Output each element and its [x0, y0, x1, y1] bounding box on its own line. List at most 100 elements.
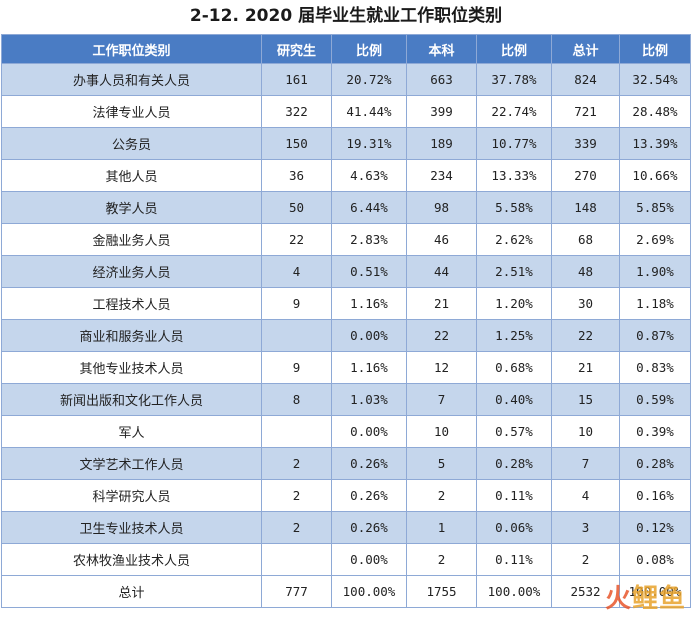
category-cell: 法律专业人员 — [1, 95, 262, 128]
graduate-cell: 2 — [261, 447, 332, 480]
graduate-ratio-cell: 0.00% — [331, 543, 407, 576]
graduate-cell — [261, 543, 332, 576]
total-cell: 10 — [551, 415, 620, 448]
undergraduate-cell: 12 — [406, 351, 477, 384]
undergraduate-ratio-cell: 0.28% — [476, 447, 552, 480]
undergraduate-cell: 234 — [406, 159, 477, 192]
table-row: 工程技术人员 9 1.16% 21 1.20% 30 1.18% — [1, 287, 691, 320]
undergraduate-cell: 189 — [406, 127, 477, 160]
undergraduate-ratio-cell: 1.20% — [476, 287, 552, 320]
undergraduate-ratio-cell: 0.40% — [476, 383, 552, 416]
total-ratio-cell: 2.69% — [619, 223, 691, 256]
total-ratio-cell: 28.48% — [619, 95, 691, 128]
table-row: 科学研究人员 2 0.26% 2 0.11% 4 0.16% — [1, 479, 691, 512]
undergraduate-cell: 98 — [406, 191, 477, 224]
header-total-ratio: 比例 — [619, 34, 691, 64]
header-row: 工作职位类别 研究生 比例 本科 比例 总计 比例 — [1, 34, 691, 64]
total-ratio-cell: 0.39% — [619, 415, 691, 448]
total-ratio-cell: 1.18% — [619, 287, 691, 320]
undergraduate-ratio-cell: 0.11% — [476, 543, 552, 576]
undergraduate-cell: 22 — [406, 319, 477, 352]
graduate-ratio-cell: 4.63% — [331, 159, 407, 192]
graduate-total-cell: 777 — [261, 575, 332, 608]
total-cell: 68 — [551, 223, 620, 256]
undergraduate-total-ratio-cell: 100.00% — [476, 575, 552, 608]
undergraduate-ratio-cell: 37.78% — [476, 63, 552, 96]
category-cell: 卫生专业技术人员 — [1, 511, 262, 544]
total-ratio-cell: 13.39% — [619, 127, 691, 160]
undergraduate-ratio-cell: 5.58% — [476, 191, 552, 224]
table-row: 其他专业技术人员 9 1.16% 12 0.68% 21 0.83% — [1, 351, 691, 384]
undergraduate-ratio-cell: 1.25% — [476, 319, 552, 352]
undergraduate-ratio-cell: 0.11% — [476, 479, 552, 512]
header-total: 总计 — [551, 34, 620, 64]
total-cell: 270 — [551, 159, 620, 192]
category-cell: 教学人员 — [1, 191, 262, 224]
category-cell: 文学艺术工作人员 — [1, 447, 262, 480]
total-cell: 15 — [551, 383, 620, 416]
total-ratio-cell: 0.59% — [619, 383, 691, 416]
total-cell: 7 — [551, 447, 620, 480]
graduate-ratio-cell: 6.44% — [331, 191, 407, 224]
graduate-ratio-cell: 0.26% — [331, 447, 407, 480]
undergraduate-cell: 46 — [406, 223, 477, 256]
graduate-cell: 4 — [261, 255, 332, 288]
grand-total-ratio-cell: 100.00% — [619, 575, 691, 608]
total-cell: 148 — [551, 191, 620, 224]
table-row: 军人 0.00% 10 0.57% 10 0.39% — [1, 415, 691, 448]
category-cell: 经济业务人员 — [1, 255, 262, 288]
undergraduate-ratio-cell: 10.77% — [476, 127, 552, 160]
total-ratio-cell: 0.12% — [619, 511, 691, 544]
graduate-ratio-cell: 1.16% — [331, 351, 407, 384]
graduate-cell — [261, 415, 332, 448]
total-cell: 824 — [551, 63, 620, 96]
table-row: 法律专业人员 322 41.44% 399 22.74% 721 28.48% — [1, 95, 691, 128]
total-ratio-cell: 10.66% — [619, 159, 691, 192]
header-category: 工作职位类别 — [1, 34, 262, 64]
graduate-ratio-cell: 0.51% — [331, 255, 407, 288]
graduate-ratio-cell: 1.16% — [331, 287, 407, 320]
header-graduate-ratio: 比例 — [331, 34, 407, 64]
graduate-ratio-cell: 0.00% — [331, 319, 407, 352]
header-graduate: 研究生 — [261, 34, 332, 64]
undergraduate-cell: 44 — [406, 255, 477, 288]
graduate-cell: 150 — [261, 127, 332, 160]
header-undergraduate-ratio: 比例 — [476, 34, 552, 64]
graduate-cell: 2 — [261, 511, 332, 544]
undergraduate-cell: 10 — [406, 415, 477, 448]
table-row: 教学人员 50 6.44% 98 5.58% 148 5.85% — [1, 191, 691, 224]
table-row: 文学艺术工作人员 2 0.26% 5 0.28% 7 0.28% — [1, 447, 691, 480]
category-cell: 科学研究人员 — [1, 479, 262, 512]
undergraduate-cell: 2 — [406, 479, 477, 512]
total-cell: 4 — [551, 479, 620, 512]
total-ratio-cell: 0.08% — [619, 543, 691, 576]
category-cell: 农林牧渔业技术人员 — [1, 543, 262, 576]
graduate-ratio-cell: 1.03% — [331, 383, 407, 416]
category-cell: 商业和服务业人员 — [1, 319, 262, 352]
graduate-ratio-cell: 0.00% — [331, 415, 407, 448]
category-cell: 公务员 — [1, 127, 262, 160]
table-row: 卫生专业技术人员 2 0.26% 1 0.06% 3 0.12% — [1, 511, 691, 544]
graduate-cell: 50 — [261, 191, 332, 224]
graduate-cell: 22 — [261, 223, 332, 256]
undergraduate-ratio-cell: 0.06% — [476, 511, 552, 544]
undergraduate-cell: 1 — [406, 511, 477, 544]
total-cell: 22 — [551, 319, 620, 352]
category-cell: 办事人员和有关人员 — [1, 63, 262, 96]
graduate-cell: 36 — [261, 159, 332, 192]
table-row: 金融业务人员 22 2.83% 46 2.62% 68 2.69% — [1, 223, 691, 256]
total-ratio-cell: 1.90% — [619, 255, 691, 288]
total-ratio-cell: 0.83% — [619, 351, 691, 384]
graduate-ratio-cell: 0.26% — [331, 479, 407, 512]
graduate-ratio-cell: 19.31% — [331, 127, 407, 160]
category-cell: 军人 — [1, 415, 262, 448]
undergraduate-cell: 5 — [406, 447, 477, 480]
graduate-total-ratio-cell: 100.00% — [331, 575, 407, 608]
table-row: 经济业务人员 4 0.51% 44 2.51% 48 1.90% — [1, 255, 691, 288]
graduate-cell: 2 — [261, 479, 332, 512]
total-ratio-cell: 32.54% — [619, 63, 691, 96]
watermark-part1: 火 — [604, 584, 632, 614]
grand-total-cell: 2532 — [551, 575, 620, 608]
graduate-cell — [261, 319, 332, 352]
undergraduate-ratio-cell: 2.51% — [476, 255, 552, 288]
